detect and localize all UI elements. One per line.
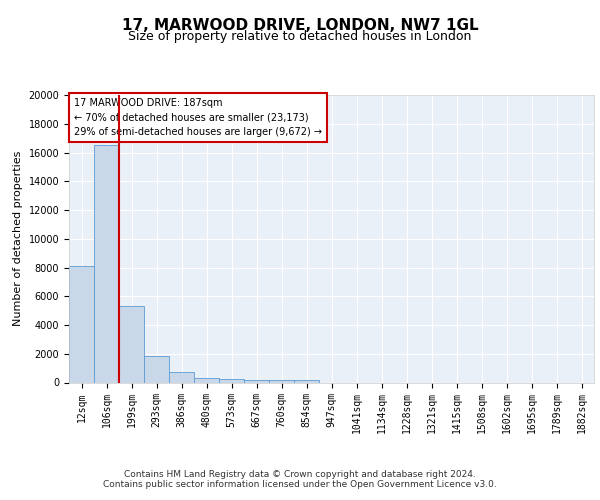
Bar: [94, 146, 119, 382]
Bar: [244, 380, 269, 382]
Bar: [219, 379, 244, 382]
Bar: [119, 306, 144, 382]
Y-axis label: Number of detached properties: Number of detached properties: [13, 151, 23, 326]
Bar: [269, 380, 294, 382]
Bar: [169, 372, 194, 382]
Text: 17 MARWOOD DRIVE: 187sqm
← 70% of detached houses are smaller (23,173)
29% of se: 17 MARWOOD DRIVE: 187sqm ← 70% of detach…: [74, 98, 322, 138]
Bar: [294, 380, 319, 382]
Text: Contains HM Land Registry data © Crown copyright and database right 2024.
Contai: Contains HM Land Registry data © Crown c…: [103, 470, 497, 489]
Bar: [194, 378, 219, 382]
Bar: [144, 356, 169, 382]
Bar: [69, 266, 94, 382]
Text: 17, MARWOOD DRIVE, LONDON, NW7 1GL: 17, MARWOOD DRIVE, LONDON, NW7 1GL: [122, 18, 478, 32]
Text: Size of property relative to detached houses in London: Size of property relative to detached ho…: [128, 30, 472, 43]
